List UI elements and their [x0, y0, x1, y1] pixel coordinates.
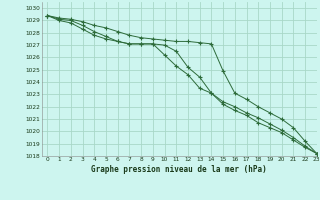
X-axis label: Graphe pression niveau de la mer (hPa): Graphe pression niveau de la mer (hPa) [91, 165, 267, 174]
